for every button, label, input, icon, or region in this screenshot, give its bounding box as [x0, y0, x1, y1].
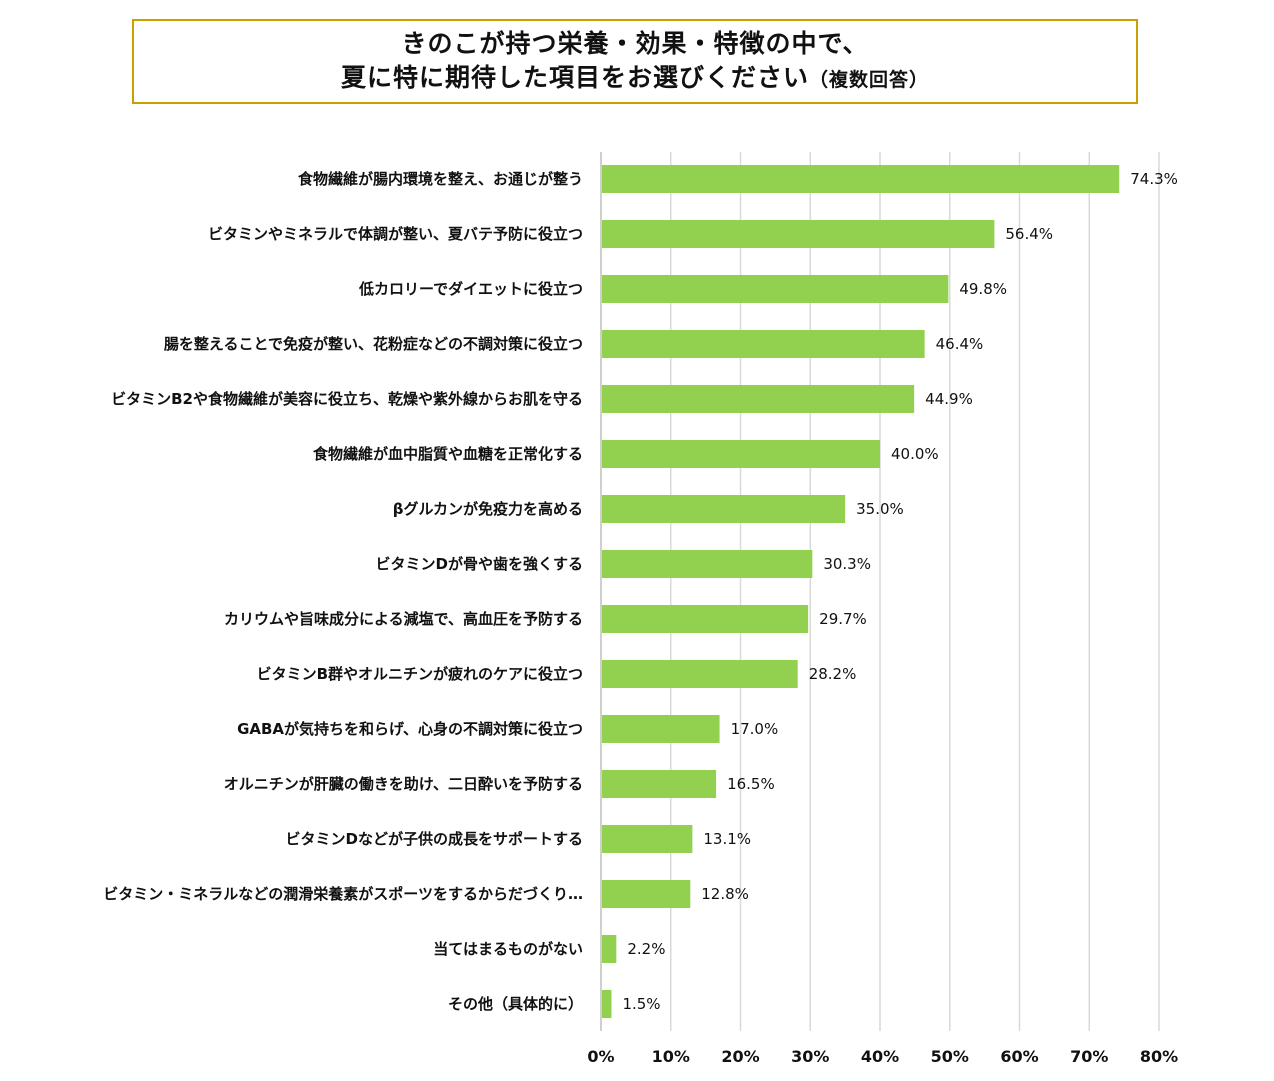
- value-label-15: 2.2%: [627, 940, 665, 958]
- category-label-9: カリウムや旨味成分による減塩で、高血圧を予防する: [224, 610, 583, 628]
- category-label-1: 食物繊維が腸内環境を整え、お通じが整う: [298, 170, 583, 188]
- bar-2: [602, 220, 995, 248]
- x-tick-label-70: 70%: [1070, 1047, 1108, 1066]
- x-tick-label-80: 80%: [1140, 1047, 1178, 1066]
- category-label-4: 腸を整えることで免疫が整い、花粉症などの不調対策に役立つ: [164, 335, 583, 353]
- bar-3: [602, 275, 949, 303]
- chart-title-text: 夏に特に期待した項目をお選びください: [340, 62, 809, 92]
- x-tick-label-30: 30%: [791, 1047, 829, 1066]
- category-label-10: ビタミンB群やオルニチンが疲れのケアに役立つ: [257, 665, 583, 683]
- x-tick-label-50: 50%: [931, 1047, 969, 1066]
- value-label-1: 74.3%: [1130, 170, 1178, 188]
- bar-12: [602, 770, 717, 798]
- chart-title-line-2: 夏に特に期待した項目をお選びください（複数回答）: [341, 61, 929, 97]
- value-label-16: 1.5%: [622, 995, 660, 1013]
- bar-9: [602, 605, 809, 633]
- value-label-9: 29.7%: [819, 610, 867, 628]
- chart-title-line-1: きのこが持つ栄養・効果・特徴の中で、: [401, 28, 869, 58]
- category-label-2: ビタミンやミネラルで体調が整い、夏バテ予防に役立つ: [208, 225, 583, 243]
- value-label-11: 17.0%: [731, 720, 779, 738]
- chart-title-box: きのこが持つ栄養・効果・特徴の中で、 夏に特に期待した項目をお選びください（複数…: [132, 19, 1138, 104]
- category-label-15: 当てはまるものがない: [433, 940, 583, 958]
- category-label-6: 食物繊維が血中脂質や血糖を正常化する: [313, 445, 583, 463]
- value-label-4: 46.4%: [936, 335, 984, 353]
- bar-4: [602, 330, 925, 358]
- bar-10: [602, 660, 798, 688]
- category-label-3: 低カロリーでダイエットに役立つ: [358, 280, 583, 298]
- bar-5: [602, 385, 915, 413]
- x-tick-label-20: 20%: [721, 1047, 759, 1066]
- value-label-10: 28.2%: [809, 665, 857, 683]
- value-label-14: 12.8%: [701, 885, 749, 903]
- value-label-5: 44.9%: [925, 390, 973, 408]
- category-label-8: ビタミンDが骨や歯を強くする: [376, 555, 583, 573]
- bar-1: [602, 165, 1120, 193]
- value-label-8: 30.3%: [823, 555, 871, 573]
- category-label-13: ビタミンDなどが子供の成長をサポートする: [286, 830, 583, 848]
- category-label-7: βグルカンが免疫力を高める: [393, 500, 583, 518]
- x-tick-label-60: 60%: [1000, 1047, 1038, 1066]
- value-label-2: 56.4%: [1005, 225, 1053, 243]
- x-tick-label-10: 10%: [652, 1047, 690, 1066]
- bar-15: [602, 935, 617, 963]
- category-label-12: オルニチンが肝臓の働きを助け、二日酔いを予防する: [224, 775, 583, 793]
- value-label-12: 16.5%: [727, 775, 775, 793]
- category-label-5: ビタミンB2や食物繊維が美容に役立ち、乾燥や紫外線からお肌を守る: [111, 390, 583, 408]
- x-tick-label-40: 40%: [861, 1047, 899, 1066]
- bar-16: [602, 990, 612, 1018]
- bar-11: [602, 715, 720, 743]
- category-label-11: GABAが気持ちを和らげ、心身の不調対策に役立つ: [237, 720, 583, 738]
- category-label-16: その他（具体的に）: [448, 995, 583, 1013]
- bar-7: [602, 495, 846, 523]
- category-label-14: ビタミン・ミネラルなどの潤滑栄養素がスポーツをするからだづくり…: [103, 885, 583, 903]
- bar-14: [602, 880, 691, 908]
- value-label-3: 49.8%: [959, 280, 1007, 298]
- x-tick-label-0: 0%: [587, 1047, 614, 1066]
- bar-13: [602, 825, 693, 853]
- value-label-6: 40.0%: [891, 445, 939, 463]
- bar-6: [602, 440, 880, 468]
- value-label-13: 13.1%: [703, 830, 751, 848]
- chart-title-note: （複数回答）: [809, 68, 930, 91]
- bar-8: [602, 550, 813, 578]
- value-label-7: 35.0%: [856, 500, 904, 518]
